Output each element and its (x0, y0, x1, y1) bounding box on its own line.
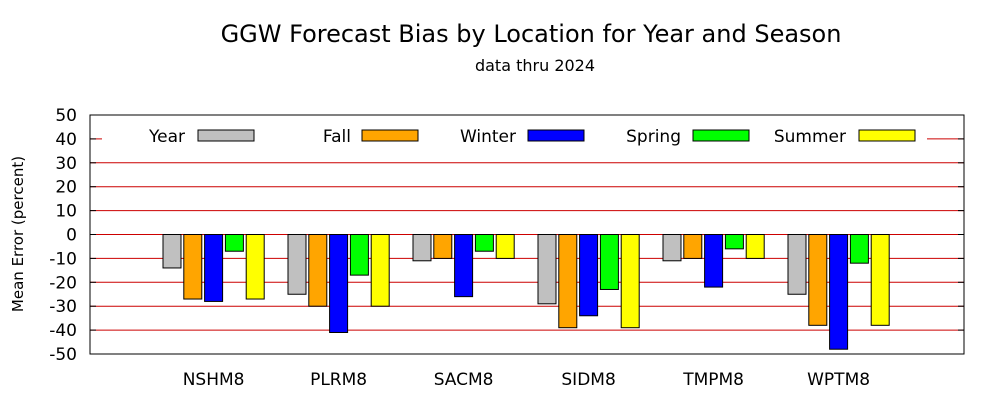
bar-summer-plrm8 (370, 234, 390, 307)
legend-label-summer: Summer (774, 127, 846, 147)
legend-swatch-year (197, 129, 255, 142)
legend-swatch-spring (692, 129, 750, 142)
x-tick-label: TMPM8 (682, 370, 744, 390)
legend-swatch-winter (527, 129, 585, 142)
y-tick-label: 50 (55, 106, 77, 126)
y-tick-label: -30 (49, 297, 77, 317)
x-axis-ticks: NSHM8 PLRM8 SACM8 SIDM8 TMPM8 WPTM8 (183, 370, 870, 390)
bar-winter-tmpm8 (704, 234, 724, 288)
y-tick-label: -50 (49, 345, 77, 365)
y-tick-label: 0 (66, 226, 77, 246)
bar-fall-sidm8 (558, 234, 578, 329)
bar-winter-nshm8 (204, 234, 224, 302)
legend-label-winter: Winter (460, 127, 516, 147)
bar-fall-wptm8 (808, 234, 828, 326)
legend: Year Fall Winter Spring Summer (148, 127, 916, 147)
x-tick-label: NSHM8 (183, 370, 245, 390)
x-tick-label: WPTM8 (807, 370, 870, 390)
bar-year-nshm8 (162, 234, 182, 269)
bar-fall-tmpm8 (683, 234, 703, 259)
legend-label-year: Year (148, 127, 185, 147)
y-tick-label: 10 (55, 202, 77, 222)
bar-summer-tmpm8 (745, 234, 765, 259)
bar-year-sidm8 (537, 234, 557, 305)
bar-spring-tmpm8 (724, 234, 744, 250)
bar-spring-plrm8 (349, 234, 369, 276)
bar-fall-sacm8 (433, 234, 453, 259)
bar-fall-nshm8 (183, 234, 203, 300)
bar-year-tmpm8 (662, 234, 682, 262)
bar-year-plrm8 (287, 234, 307, 295)
bar-spring-sacm8 (474, 234, 494, 252)
y-tick-label: -10 (49, 249, 77, 269)
bar-spring-sidm8 (599, 234, 619, 290)
bar-winter-sidm8 (579, 234, 599, 317)
bar-winter-plrm8 (329, 234, 349, 333)
x-tick-label: PLRM8 (310, 370, 367, 390)
bar-summer-sidm8 (620, 234, 640, 329)
y-tick-label: -20 (49, 273, 77, 293)
bars (162, 234, 890, 350)
y-tick-label: 20 (55, 178, 77, 198)
x-tick-label: SIDM8 (561, 370, 615, 390)
bar-spring-nshm8 (224, 234, 244, 252)
bar-fall-plrm8 (308, 234, 328, 307)
y-tick-label: 40 (55, 130, 77, 150)
y-tick-label: -40 (49, 321, 77, 341)
y-axis-label: Mean Error (percent) (9, 156, 27, 312)
bar-year-sacm8 (412, 234, 432, 262)
y-tick-label: 30 (55, 154, 77, 174)
legend-label-fall: Fall (323, 127, 351, 147)
legend-swatch-fall (361, 129, 419, 142)
bar-year-wptm8 (787, 234, 807, 295)
bar-summer-sacm8 (495, 234, 515, 259)
x-tick-label: SACM8 (434, 370, 494, 390)
legend-swatch-summer (858, 129, 916, 142)
legend-label-spring: Spring (626, 127, 681, 147)
y-axis-ticks: 50 40 30 20 10 0 -10 -20 -30 -40 -50 (49, 106, 964, 365)
bar-summer-nshm8 (245, 234, 265, 300)
bar-winter-sacm8 (454, 234, 474, 298)
bar-summer-wptm8 (870, 234, 890, 326)
chart-subtitle: data thru 2024 (474, 56, 596, 75)
bar-spring-wptm8 (849, 234, 869, 264)
chart-title: GGW Forecast Bias by Location for Year a… (220, 20, 842, 48)
bar-winter-wptm8 (829, 234, 849, 350)
